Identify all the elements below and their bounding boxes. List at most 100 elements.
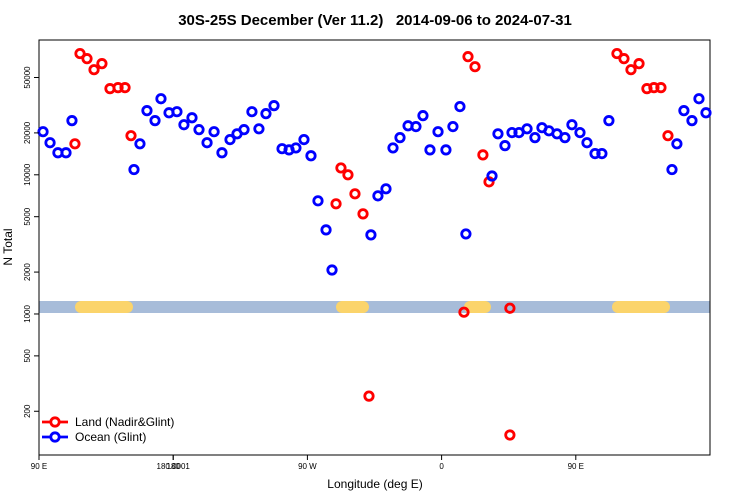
point bbox=[394, 132, 406, 144]
point bbox=[372, 190, 384, 202]
x-tick-label: 180 bbox=[167, 462, 181, 471]
point bbox=[596, 147, 608, 160]
point bbox=[454, 101, 466, 113]
point bbox=[662, 130, 674, 142]
point bbox=[312, 195, 324, 207]
point bbox=[417, 110, 429, 122]
x-tick-label: 90 E bbox=[31, 462, 47, 471]
point bbox=[458, 306, 470, 318]
point bbox=[149, 115, 161, 127]
point bbox=[357, 208, 369, 220]
point bbox=[37, 126, 49, 138]
point bbox=[686, 115, 698, 127]
point bbox=[504, 429, 516, 441]
band-segment bbox=[612, 301, 670, 313]
point bbox=[529, 132, 541, 144]
point bbox=[499, 140, 511, 152]
x-tick-label: 180.0001 bbox=[157, 462, 191, 471]
point bbox=[208, 126, 220, 138]
marks bbox=[37, 47, 712, 441]
point bbox=[201, 137, 213, 149]
point bbox=[469, 61, 481, 73]
point bbox=[603, 115, 615, 127]
point bbox=[589, 147, 601, 160]
y-tick-label: 2000 bbox=[23, 263, 32, 281]
band-segment bbox=[75, 301, 133, 313]
legend-label: Ocean (Glint) bbox=[75, 430, 146, 444]
point bbox=[559, 132, 571, 144]
point bbox=[477, 149, 489, 161]
point bbox=[611, 47, 623, 60]
point bbox=[365, 229, 377, 241]
chart-title: 30S-25S December (Ver 11.2) 2014-09-06 t… bbox=[178, 12, 572, 29]
point bbox=[81, 53, 93, 65]
band bbox=[39, 301, 710, 313]
point bbox=[424, 144, 436, 156]
point bbox=[678, 105, 690, 117]
point bbox=[633, 58, 645, 70]
band-segment bbox=[464, 301, 491, 313]
point bbox=[492, 128, 504, 140]
point bbox=[88, 64, 100, 76]
point bbox=[700, 107, 712, 119]
band-segment bbox=[336, 301, 369, 313]
x-tick-label: 90 E bbox=[568, 462, 584, 471]
point bbox=[119, 82, 131, 94]
x-tick-label: 0 bbox=[439, 462, 444, 471]
point bbox=[504, 302, 516, 314]
point bbox=[432, 126, 444, 138]
x-axis-label: Longitude (deg E) bbox=[327, 477, 422, 491]
y-tick-label: 20000 bbox=[23, 121, 32, 144]
point bbox=[363, 390, 375, 402]
point bbox=[410, 120, 422, 133]
point bbox=[141, 105, 153, 117]
point bbox=[171, 106, 183, 118]
legend-label: Land (Nadir&Glint) bbox=[75, 415, 174, 429]
plot-frame bbox=[38, 39, 711, 456]
point bbox=[290, 142, 302, 154]
point bbox=[440, 144, 452, 156]
point bbox=[447, 120, 459, 133]
point bbox=[581, 137, 593, 149]
point bbox=[693, 93, 705, 105]
legend-marker bbox=[49, 431, 61, 443]
point bbox=[96, 58, 108, 70]
y-tick-label: 10000 bbox=[23, 163, 32, 186]
point bbox=[380, 183, 392, 195]
y-tick-label: 200 bbox=[23, 404, 32, 418]
y-tick-label: 500 bbox=[23, 349, 32, 363]
point bbox=[349, 188, 361, 200]
point bbox=[335, 162, 347, 174]
point bbox=[521, 123, 533, 135]
point bbox=[238, 124, 250, 136]
point bbox=[330, 198, 342, 210]
point bbox=[253, 123, 265, 135]
point bbox=[671, 138, 683, 150]
point bbox=[305, 150, 317, 162]
point bbox=[128, 163, 140, 176]
point bbox=[460, 228, 472, 240]
legend-marker bbox=[49, 416, 61, 428]
y-tick-label: 5000 bbox=[23, 207, 32, 225]
point bbox=[66, 115, 78, 127]
point bbox=[60, 147, 72, 159]
point bbox=[625, 64, 637, 76]
point bbox=[298, 134, 310, 146]
point bbox=[566, 119, 578, 131]
x-tick-label: 90 W bbox=[298, 462, 317, 471]
point bbox=[74, 47, 86, 60]
point bbox=[134, 138, 146, 150]
point bbox=[186, 112, 198, 124]
point bbox=[666, 163, 678, 176]
point bbox=[574, 126, 586, 139]
point bbox=[342, 169, 354, 181]
point bbox=[260, 108, 272, 120]
y-axis-label: N Total bbox=[1, 228, 15, 265]
point bbox=[268, 100, 280, 112]
point bbox=[178, 119, 190, 131]
y-tick-label: 50000 bbox=[23, 66, 32, 89]
point bbox=[44, 137, 56, 149]
point bbox=[462, 51, 474, 63]
point bbox=[69, 138, 81, 150]
point bbox=[246, 106, 258, 118]
